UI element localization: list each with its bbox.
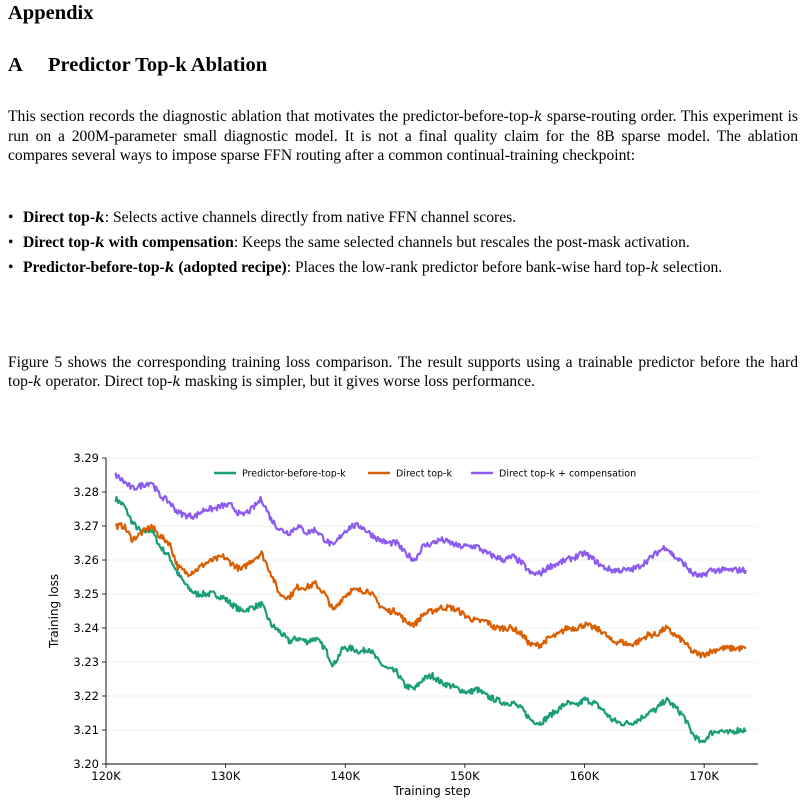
math-k: k [95,235,105,251]
bullet-term: Direct top- [23,209,96,226]
x-tick-label: 150K [450,769,480,783]
closing-text-b: operator. Direct top- [41,373,173,390]
intro-text-a: This section records the diagnostic abla… [8,108,534,125]
list-item-predictor-before-topk: • Predictor-before-top-k (adopted recipe)… [8,259,723,276]
y-tick-label: 3.24 [73,621,99,635]
series-line-0 [114,495,747,744]
x-tick-label: 170K [689,769,719,783]
bullet-term-suffix: with compensation [104,234,234,251]
y-tick-label: 3.21 [73,723,99,737]
x-axis-label: Training step [392,784,470,798]
training-loss-chart: 3.20 3.21 3.22 3.23 3.24 3.25 3.26 3.27 3.28 3.29… [47,451,758,798]
bullet-term: Predictor-before-top- [23,259,165,276]
bullet-description: : Keeps the same selected channels but r… [233,234,690,251]
series-line-1 [114,522,747,659]
math-k: k [33,374,42,390]
legend-label: Predictor-before-top-k [242,469,346,480]
list-item-direct-topk-compensation: • Direct top-k with compensation: Keeps t… [8,234,690,251]
bullet-term-suffix: (adopted recipe) [174,259,287,276]
math-k: k [95,210,105,226]
series-line-2 [114,472,748,578]
x-tick-label: 120K [91,769,121,783]
section-heading: A Predictor Top-k Ablation [8,54,267,77]
y-axis-label: Training loss [47,574,61,649]
x-tick-label: 140K [331,769,361,783]
list-item-direct-topk: • Direct top-k: Selects active channels d… [8,209,517,226]
y-tick-label: 3.27 [73,519,99,533]
math-k: k [533,109,543,125]
intro-text-b: sparse-routing order. This experiment is… [8,108,799,164]
y-tick-label: 3.26 [73,553,99,567]
closing-text-c: masking is simpler, but it gives worse l… [180,373,535,390]
x-tick-label: 130K [211,769,241,783]
math-k: k [172,374,181,390]
y-tick-label: 3.28 [73,485,99,499]
figure-discussion-paragraph: Figure 5 shows the corresponding trainin… [8,353,798,392]
bullet-description: : Places the low-rank predictor before b… [286,259,651,276]
y-tick-label: 3.22 [73,689,99,703]
gridlines [106,457,758,765]
closing-text-a: Figure 5 shows the corresponding trainin… [8,354,798,390]
y-tick-label: 3.20 [73,757,99,771]
y-tick-label: 3.29 [73,451,99,465]
legend-label: Direct top-k + compensation [499,469,636,480]
axes: 3.20 3.21 3.22 3.23 3.24 3.25 3.26 3.27 3.28 3.29… [47,451,758,798]
math-k: k [650,260,659,276]
x-tick-label: 160K [570,769,600,783]
legend: Predictor-before-top-k Direct top-k Direct… [214,469,636,480]
legend-label: Direct top-k [396,469,452,480]
y-tick-label: 3.23 [73,655,99,669]
series-lines [114,472,748,744]
ablation-list: • Direct top-k: Selects active channels d… [8,208,798,283]
y-tick-label: 3.25 [73,587,99,601]
math-k: k [164,260,175,276]
intro-paragraph: This section records the diagnostic abla… [8,107,798,165]
bullet-description: : Selects active channels directly from … [104,209,517,226]
bullet-term: Direct top- [23,234,96,251]
bullet-description-end: selection. [658,259,723,276]
section-number: A [8,54,23,76]
appendix-heading: Appendix [8,2,94,24]
section-title: Predictor Top-k Ablation [48,54,268,76]
